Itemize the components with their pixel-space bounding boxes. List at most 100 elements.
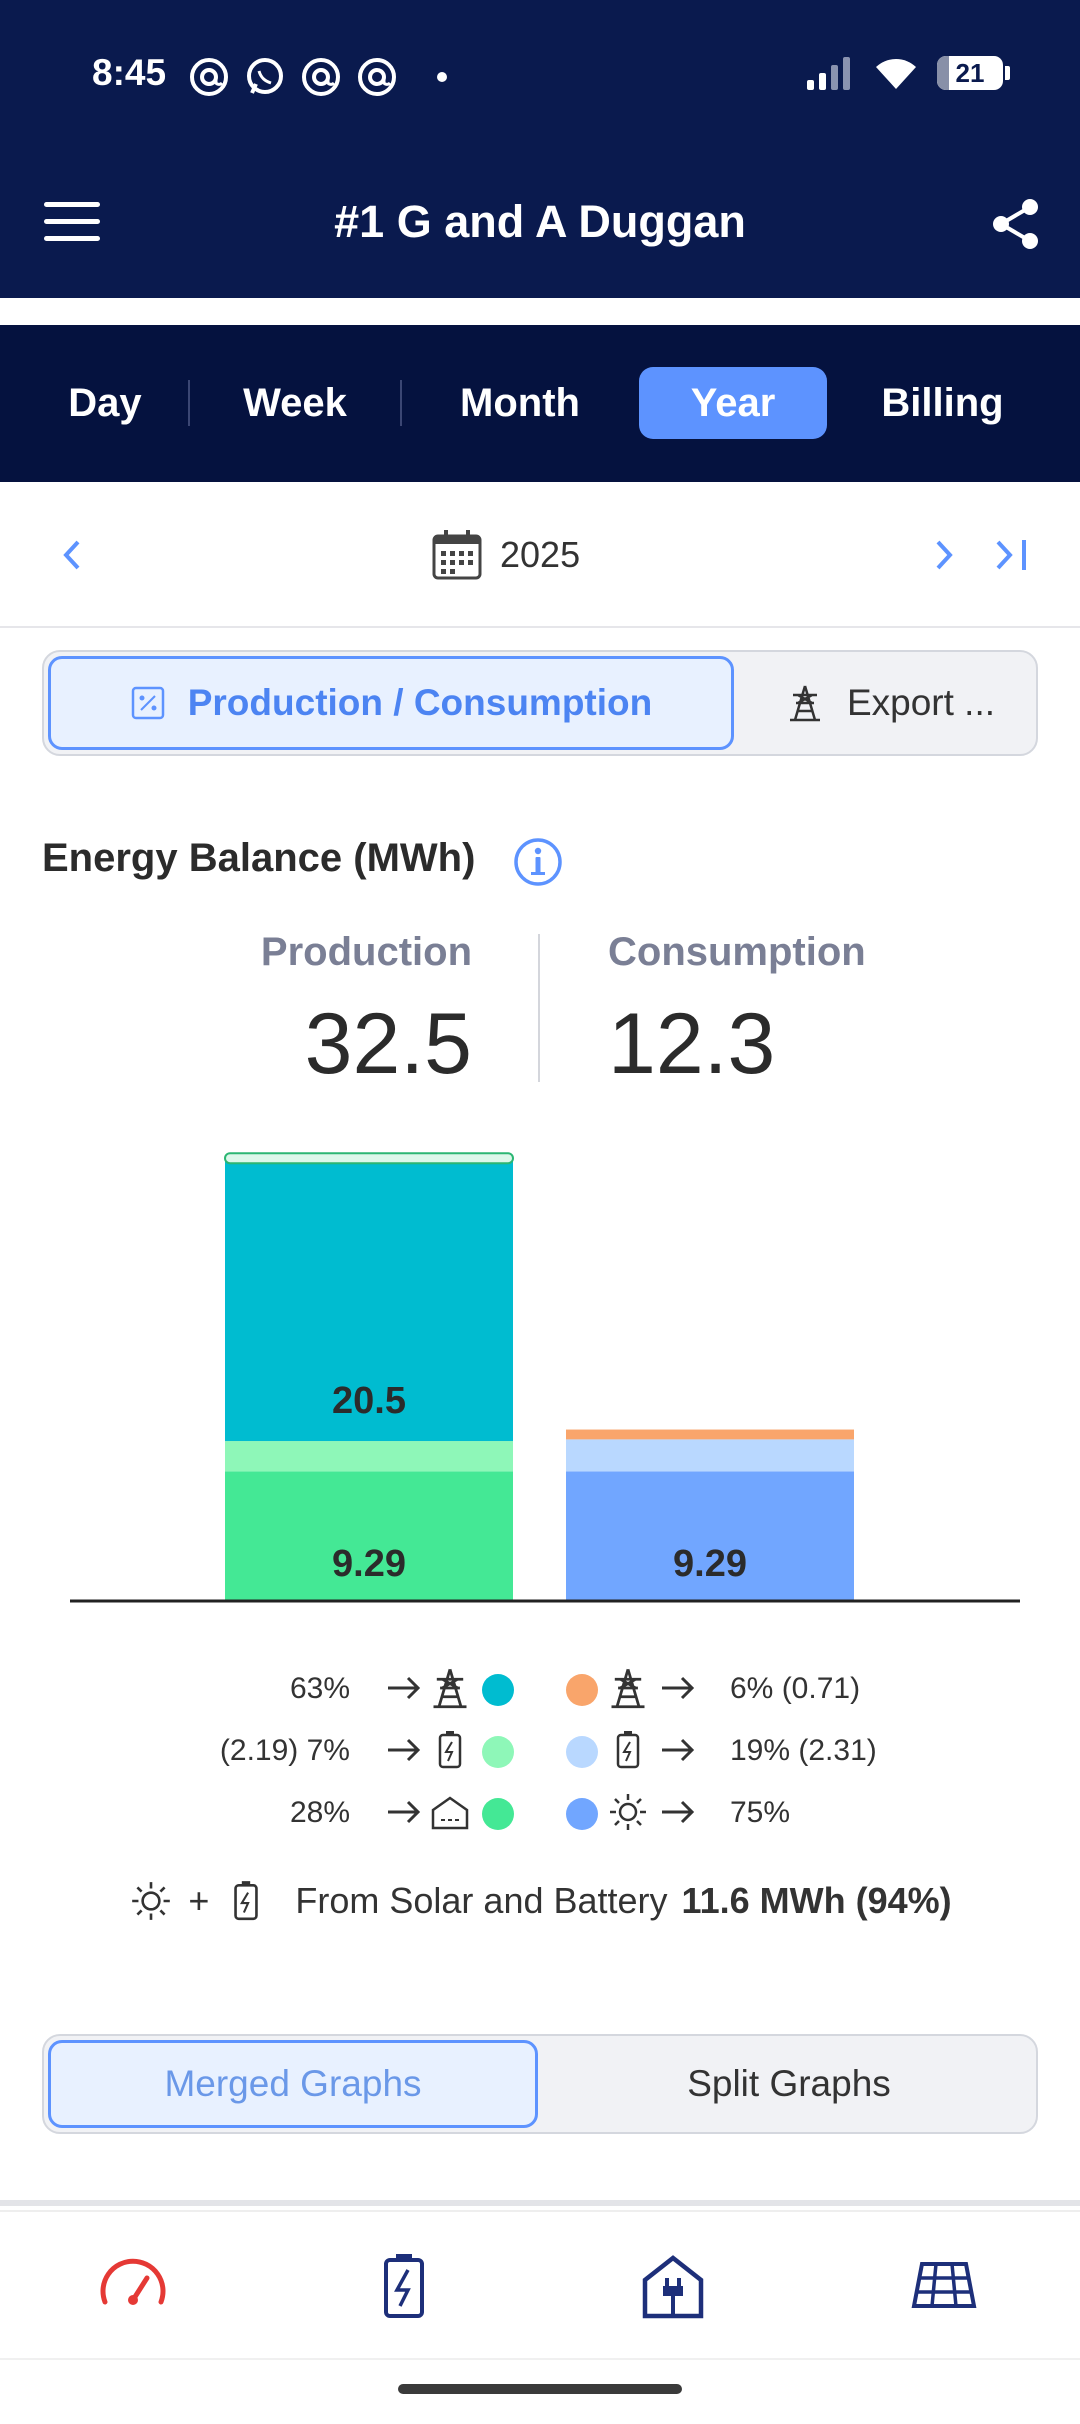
export-tab[interactable]: Export ... — [744, 656, 1036, 750]
export-label: Export ... — [846, 682, 996, 723]
bottom-nav — [0, 2210, 1080, 2358]
date-navigator: 2025 — [0, 482, 1080, 628]
threads-icon — [358, 58, 396, 96]
production-consumption-tab[interactable]: Production / Consumption — [48, 656, 734, 750]
production-label: Production — [260, 930, 472, 974]
battery-icon — [616, 1731, 640, 1769]
arrow-right-icon — [662, 1738, 695, 1762]
merged-graphs-button[interactable]: Merged Graphs — [48, 2040, 538, 2128]
bar-segment-consumption-from-battery — [566, 1439, 854, 1472]
legend-consumption-battery: 19% (2.31) — [730, 1734, 877, 1767]
data-label-2: 9.29 — [673, 1543, 747, 1585]
solar-panel-icon[interactable] — [908, 2250, 980, 2322]
battery-indicator: 21 — [937, 56, 1003, 90]
split-graphs-button[interactable]: Split Graphs — [687, 2063, 891, 2104]
battery-icon — [234, 1881, 259, 1921]
tab-day[interactable]: Day — [68, 380, 142, 425]
summary-value: 11.6 MWh (94%) — [681, 1880, 952, 1921]
date-picker[interactable]: 2025 — [430, 528, 580, 582]
legend-production-grid: 63% — [289, 1672, 350, 1705]
threads-icon — [302, 58, 340, 96]
bar-segment-production-to-home — [225, 1471, 513, 1600]
arrow-right-icon — [388, 1738, 421, 1762]
tab-week[interactable]: Week — [243, 380, 347, 425]
battery-icon[interactable] — [368, 2250, 440, 2322]
transmission-tower-icon — [433, 1668, 467, 1709]
graph-mode-toggle: Merged Graphs Split Graphs — [42, 2034, 1038, 2134]
page-title: #1 G and A Duggan — [334, 196, 746, 247]
legend-production-home: 28% — [289, 1796, 350, 1829]
arrow-right-icon — [662, 1800, 695, 1824]
tab-divider — [188, 380, 190, 426]
status-bar: 8:45 21 — [0, 0, 1080, 150]
arrow-right-icon — [388, 1676, 421, 1700]
status-time: 8:45 — [92, 52, 167, 93]
system-icons: 21 — [805, 55, 1010, 91]
energy-balance-title: Energy Balance (MWh) — [42, 836, 476, 880]
tab-billing[interactable]: Billing — [881, 380, 1004, 425]
bar-cap-production — [224, 1152, 514, 1165]
threads-icon — [190, 58, 228, 96]
notification-icons — [188, 56, 398, 98]
whatsapp-icon — [247, 58, 283, 94]
percent-chart-icon — [131, 686, 164, 720]
sun-icon — [610, 1794, 646, 1830]
energy-balance-chart: 20.5 9.29 9.29 — [0, 1140, 1080, 1620]
skip-to-end-icon[interactable] — [988, 532, 1038, 578]
legend-dot-grid-export — [482, 1674, 514, 1706]
gesture-area — [0, 2358, 1080, 2424]
tab-year[interactable]: Year — [639, 367, 827, 439]
chart-svg: 20.5 9.29 9.29 — [70, 1152, 1020, 1603]
period-tabs: Day Week Month Year Billing — [0, 325, 1080, 482]
chevron-left-icon[interactable] — [52, 532, 92, 578]
date-label: 2025 — [500, 534, 581, 575]
more-notifications-dot — [437, 72, 447, 82]
consumption-value: 12.3 — [608, 996, 776, 1092]
legend-dot-battery-discharge — [566, 1736, 598, 1768]
app-header: #1 G and A Duggan — [0, 150, 1080, 298]
transmission-tower-icon — [789, 685, 820, 722]
arrow-right-icon — [388, 1800, 421, 1824]
legend-dot-battery-charge — [482, 1736, 514, 1768]
menu-button[interactable] — [44, 202, 100, 246]
legend-dot-solar — [566, 1798, 598, 1830]
battery-nub — [1005, 66, 1010, 80]
scroll-edge — [0, 2200, 1080, 2206]
totals-divider — [538, 934, 540, 1082]
bar-segment-production-to-battery — [225, 1441, 513, 1472]
legend-consumption-solar: 75% — [730, 1796, 791, 1829]
transmission-tower-icon — [611, 1668, 645, 1709]
legend-row-grid: 63% 6% (0.71) — [0, 1660, 1080, 1720]
bar-segment-consumption-from-solar — [566, 1471, 854, 1600]
home-plug-icon[interactable] — [637, 2250, 709, 2322]
solar-battery-summary: + From Solar and Battery 11.6 MWh (94%) — [0, 1866, 1080, 1936]
share-icon[interactable] — [988, 196, 1044, 252]
house-icon — [431, 1796, 469, 1830]
menu-icon — [44, 202, 100, 207]
data-label-0: 20.5 — [332, 1380, 406, 1422]
consumption-label: Consumption — [608, 930, 866, 974]
header-separator — [0, 298, 1080, 325]
chevron-right-icon[interactable] — [924, 532, 964, 578]
bar-segment-consumption-from-grid — [566, 1429, 854, 1440]
summary-label: From Solar and Battery — [295, 1880, 668, 1921]
data-label-1: 9.29 — [332, 1543, 406, 1585]
gauge-icon[interactable] — [97, 2250, 169, 2322]
legend-row-home-solar: 28% 75% — [0, 1784, 1080, 1844]
legend-consumption-grid: 6% (0.71) — [730, 1672, 861, 1705]
view-switch: Production / Consumption Export ... — [42, 650, 1038, 756]
tab-divider — [400, 380, 402, 426]
legend-dot-grid-import — [566, 1674, 598, 1706]
legend-row-battery: (2.19) 7% 19% (2.31) — [0, 1722, 1080, 1782]
legend-dot-self-use — [482, 1798, 514, 1830]
arrow-right-icon — [662, 1676, 695, 1700]
tab-month[interactable]: Month — [460, 380, 580, 425]
sun-icon — [132, 1882, 171, 1920]
home-gesture-bar[interactable] — [398, 2384, 682, 2394]
battery-icon — [438, 1731, 462, 1769]
calendar-icon — [432, 530, 482, 580]
legend-production-battery: (2.19) 7% — [219, 1734, 350, 1767]
info-icon[interactable] — [512, 836, 564, 888]
production-value: 32.5 — [304, 996, 472, 1092]
wifi-icon — [876, 59, 916, 89]
